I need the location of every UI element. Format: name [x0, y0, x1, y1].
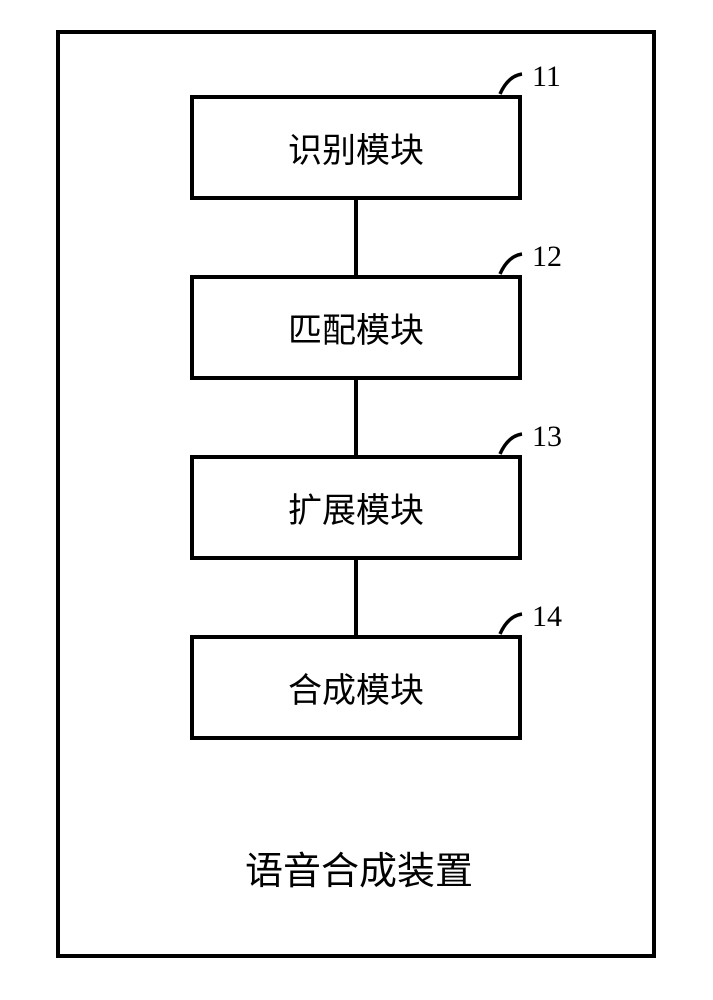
label-14: 14 — [532, 600, 562, 634]
module-synthesis: 合成模块 — [190, 635, 522, 740]
label-13: 13 — [532, 420, 562, 454]
module-synthesis-label: 合成模块 — [288, 663, 424, 712]
diagram-title: 语音合成装置 — [245, 840, 473, 895]
tick-mark-13 — [498, 432, 528, 458]
tick-mark-12 — [498, 252, 528, 278]
label-12: 12 — [532, 240, 562, 274]
module-matching-label: 匹配模块 — [288, 303, 424, 352]
connector-3-4 — [354, 560, 358, 635]
connector-1-2 — [354, 200, 358, 275]
module-extension-label: 扩展模块 — [288, 483, 424, 532]
module-extension: 扩展模块 — [190, 455, 522, 560]
module-matching: 匹配模块 — [190, 275, 522, 380]
module-recognition-label: 识别模块 — [288, 123, 424, 172]
label-11: 11 — [532, 60, 561, 94]
module-recognition: 识别模块 — [190, 95, 522, 200]
tick-mark-14 — [498, 612, 528, 638]
tick-mark-11 — [498, 72, 528, 98]
connector-2-3 — [354, 380, 358, 455]
